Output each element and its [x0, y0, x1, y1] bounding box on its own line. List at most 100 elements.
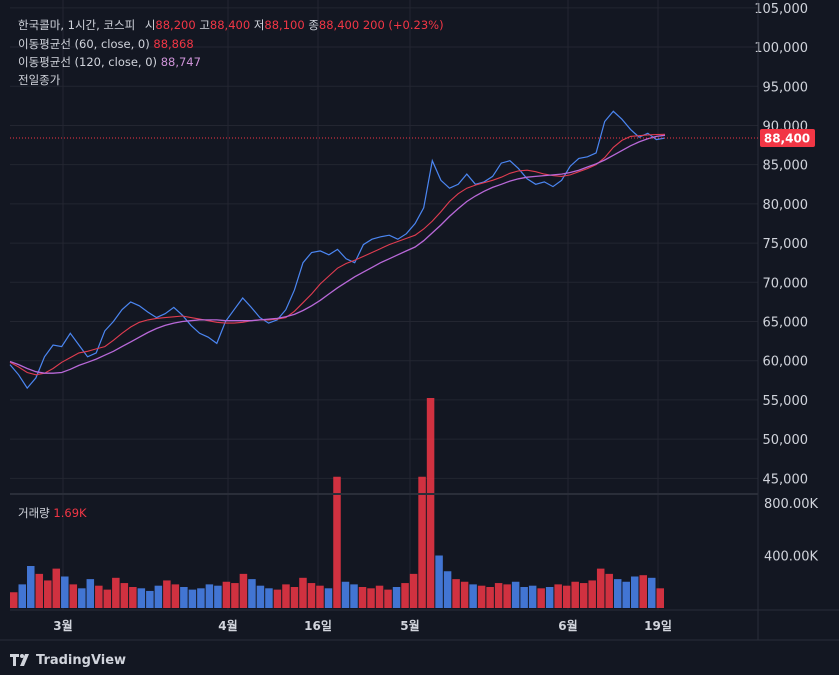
legend-high-label: 고 [199, 18, 210, 32]
volume-bar [52, 568, 61, 608]
legend-open: 88,200 [155, 18, 196, 32]
legend-ma120[interactable]: 이동평균선 (120, close, 0) 88,747 [18, 54, 201, 70]
volume-bar [299, 577, 307, 608]
volume-bar [469, 584, 477, 608]
grid [10, 0, 758, 610]
volume-bar [452, 579, 460, 608]
volume-bar [350, 584, 358, 608]
tradingview-logo-icon [10, 654, 29, 666]
volume-bar [613, 579, 622, 608]
volume-bar [409, 573, 418, 608]
volume-bar [265, 588, 273, 608]
volume-bar [163, 580, 171, 608]
y-tick-label: 45,000 [763, 472, 809, 487]
volume-bar [333, 476, 341, 608]
volume-bar [78, 588, 86, 608]
legend-close-label: 종 [308, 18, 319, 32]
volume-bar [273, 589, 282, 608]
volume-bar [486, 587, 494, 608]
legend-ma120-label[interactable]: 이동평균선 (120, close, 0) [18, 55, 158, 69]
volume-bar [588, 580, 596, 608]
legend-main[interactable]: 한국콜마, 1시간, 코스피 시88,200 고88,400 저88,100 종… [18, 17, 444, 33]
y-tick-label: 70,000 [763, 276, 809, 291]
tradingview-brand: TradingView [36, 652, 127, 668]
legend-volume-label[interactable]: 거래량 [18, 506, 50, 520]
volume-bar [44, 580, 52, 608]
volume-bar [443, 571, 452, 608]
legend-ma60-value: 88,868 [153, 37, 194, 51]
y-tick-label: 100,000 [754, 41, 808, 56]
volume-bar [639, 575, 647, 608]
volume-bar [426, 398, 435, 608]
volume-bar [18, 584, 27, 608]
volume-bar [103, 589, 112, 608]
volume-bar [511, 581, 520, 608]
ma60-line [9, 133, 666, 376]
volume-bar [171, 584, 180, 608]
time-axis[interactable]: 3월 4월 16일 5월 6월 19일 [53, 618, 672, 633]
volume-bar [460, 581, 469, 608]
volume-bar [307, 583, 316, 608]
volume-bar [248, 579, 256, 608]
volume-bar [69, 584, 78, 608]
price-line [9, 110, 666, 390]
legend-prev-close[interactable]: 전일종가 [18, 72, 60, 88]
x-tick-label: 5월 [400, 618, 419, 633]
legend-low: 88,100 [264, 18, 305, 32]
volume-bar [367, 588, 375, 608]
volume-bar [656, 588, 664, 608]
volume-bar [10, 592, 18, 608]
volume-bar [256, 585, 265, 608]
volume-bar [579, 583, 588, 608]
y-tick-label: 60,000 [763, 355, 809, 370]
volume-bar [112, 577, 120, 608]
y-tick-label: 65,000 [763, 315, 809, 330]
legend-ma60-label[interactable]: 이동평균선 (60, close, 0) [18, 37, 150, 51]
volume-bar [316, 585, 324, 608]
legend-ma60[interactable]: 이동평균선 (60, close, 0) 88,868 [18, 36, 194, 52]
x-tick-label: 3월 [53, 618, 72, 633]
legend-low-label: 저 [253, 18, 265, 32]
volume-bar [554, 584, 562, 608]
volume-bar [503, 584, 511, 608]
legend-prev-close-label[interactable]: 전일종가 [18, 73, 61, 87]
volume-bar [401, 583, 409, 608]
volume-bar [435, 555, 443, 608]
volume-bar [154, 585, 163, 608]
volume-bar [290, 587, 299, 608]
legend-volume[interactable]: 거래량 1.69K [18, 505, 87, 521]
volume-bar [129, 587, 137, 608]
volume-bar [95, 585, 103, 608]
y-tick-label: 75,000 [763, 237, 809, 252]
volume-tick-label: 400.00K [764, 550, 818, 565]
tradingview-logo[interactable]: TradingView [10, 650, 126, 670]
legend-high: 88,400 [209, 18, 251, 32]
legend-close: 88,400 [318, 18, 360, 32]
volume-bar [137, 588, 146, 608]
volume-bar [418, 476, 426, 608]
volume-bar [384, 589, 392, 608]
volume-bar [571, 581, 579, 608]
volume-bar [205, 584, 214, 608]
y-tick-label: 50,000 [763, 433, 809, 448]
volume-bar [562, 585, 571, 608]
volume-bar [520, 587, 528, 608]
y-tick-label: 80,000 [763, 198, 809, 213]
last-price-tag-text: 88,400 [764, 132, 810, 146]
volume-bar [35, 573, 44, 608]
volume-bar [188, 589, 197, 608]
price-lines [9, 110, 666, 390]
volume-tick-label: 800.00K [764, 497, 818, 512]
legend-symbol[interactable]: 한국콜마, 1시간, 코스피 [18, 18, 136, 32]
volume-bar [282, 584, 290, 608]
legend-open-label: 시 [144, 18, 156, 32]
volume-bar [324, 588, 333, 608]
volume-bar [180, 587, 188, 608]
volume-bar [545, 587, 554, 608]
volume-bar [596, 568, 605, 608]
price-axis[interactable]: 45,000 50,000 55,000 60,000 65,000 70,000 75,0… [754, 2, 818, 565]
y-tick-label: 105,000 [754, 2, 808, 17]
volume-bar [120, 583, 129, 608]
